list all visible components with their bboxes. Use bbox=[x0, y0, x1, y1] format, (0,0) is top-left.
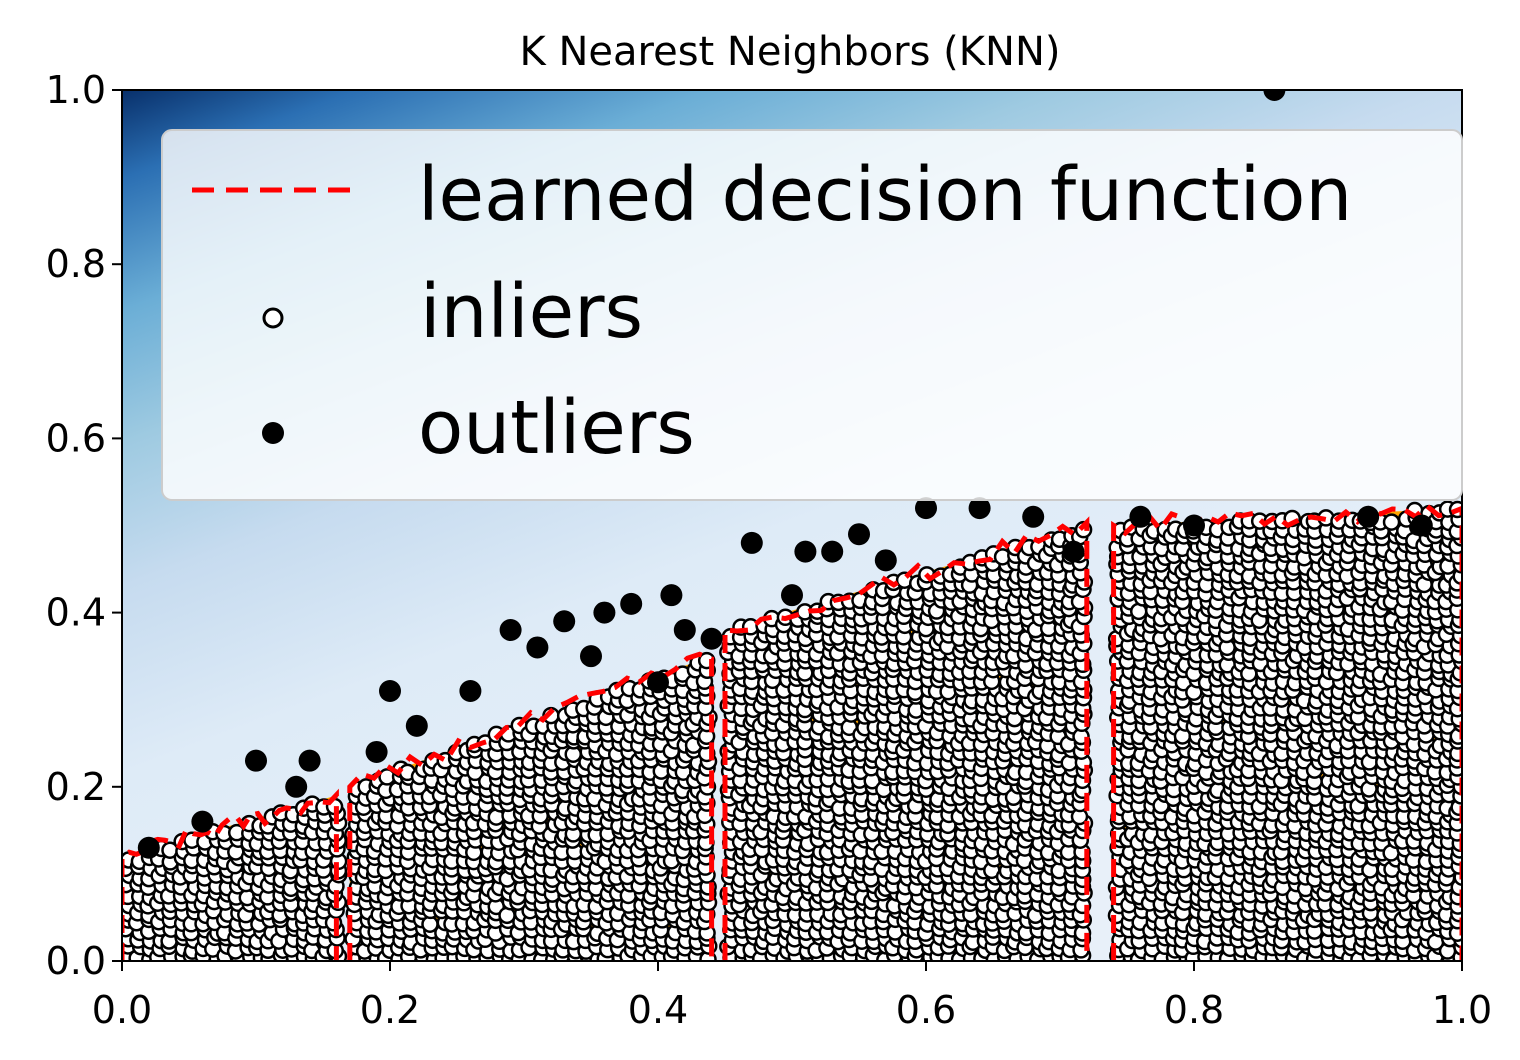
y-tick-label: 0.6 bbox=[46, 416, 106, 460]
outlier-point bbox=[285, 775, 308, 798]
decision-boundary bbox=[722, 516, 1090, 961]
outlier-point bbox=[848, 523, 870, 546]
legend-inliers-marker bbox=[262, 307, 284, 329]
outlier-point bbox=[794, 540, 817, 563]
outlier-point bbox=[405, 714, 428, 737]
y-tick-label: 0.0 bbox=[46, 939, 106, 983]
legend-inliers-label: inliers bbox=[420, 269, 643, 355]
outlier-point bbox=[191, 810, 214, 833]
outlier-point bbox=[365, 740, 388, 763]
outlier-point bbox=[700, 627, 723, 650]
y-tick-label: 1.0 bbox=[46, 68, 106, 112]
legend-outliers-marker bbox=[262, 422, 284, 444]
outlier-point bbox=[740, 531, 763, 554]
legend-outliers-label: outliers bbox=[418, 385, 695, 471]
x-tick-label: 0.2 bbox=[360, 988, 420, 1032]
outlier-point bbox=[580, 645, 602, 668]
x-tick-label: 0.6 bbox=[896, 988, 956, 1032]
outlier-point bbox=[526, 636, 549, 659]
outlier-point bbox=[245, 749, 267, 772]
outlier-point bbox=[660, 584, 683, 607]
y-tick-label: 0.2 bbox=[46, 765, 106, 809]
outlier-point bbox=[781, 584, 803, 607]
outlier-point bbox=[647, 671, 669, 694]
legend: learned decision function inliers outlie… bbox=[161, 129, 1463, 501]
outlier-point bbox=[593, 601, 616, 624]
outlier-point bbox=[968, 497, 991, 520]
legend-decision-function-label: learned decision function bbox=[418, 152, 1352, 238]
x-tick-label: 1.0 bbox=[1432, 988, 1492, 1032]
y-tick-label: 0.4 bbox=[46, 591, 106, 635]
y-tick-label: 0.8 bbox=[46, 242, 106, 286]
plot-frame bbox=[121, 89, 1463, 962]
outlier-point bbox=[620, 592, 643, 615]
outlier-point bbox=[1022, 505, 1045, 528]
chart-title: K Nearest Neighbors (KNN) bbox=[520, 29, 1061, 75]
outlier-point bbox=[1062, 540, 1085, 563]
outlier-point bbox=[1410, 514, 1433, 537]
outlier-point bbox=[1129, 505, 1152, 528]
outlier-point bbox=[459, 679, 482, 702]
outlier-point bbox=[298, 749, 321, 772]
legend-box bbox=[161, 129, 1463, 501]
outlier-point bbox=[1263, 90, 1286, 101]
outlier-point bbox=[874, 549, 897, 572]
x-tick-label: 0.0 bbox=[92, 988, 152, 1032]
outlier-point bbox=[499, 619, 522, 642]
outlier-point bbox=[379, 679, 401, 702]
x-tick-label: 0.8 bbox=[1164, 988, 1224, 1032]
x-tick-label: 0.4 bbox=[628, 988, 688, 1032]
outlier-point bbox=[673, 619, 696, 642]
decision-boundary bbox=[347, 651, 715, 961]
outlier-point bbox=[137, 836, 160, 859]
outlier-point bbox=[915, 497, 937, 520]
outlier-point bbox=[821, 540, 844, 563]
decision-boundary bbox=[1111, 502, 1462, 961]
outlier-point bbox=[553, 610, 576, 633]
outlier-point bbox=[1357, 505, 1380, 528]
outlier-point bbox=[1183, 514, 1205, 537]
